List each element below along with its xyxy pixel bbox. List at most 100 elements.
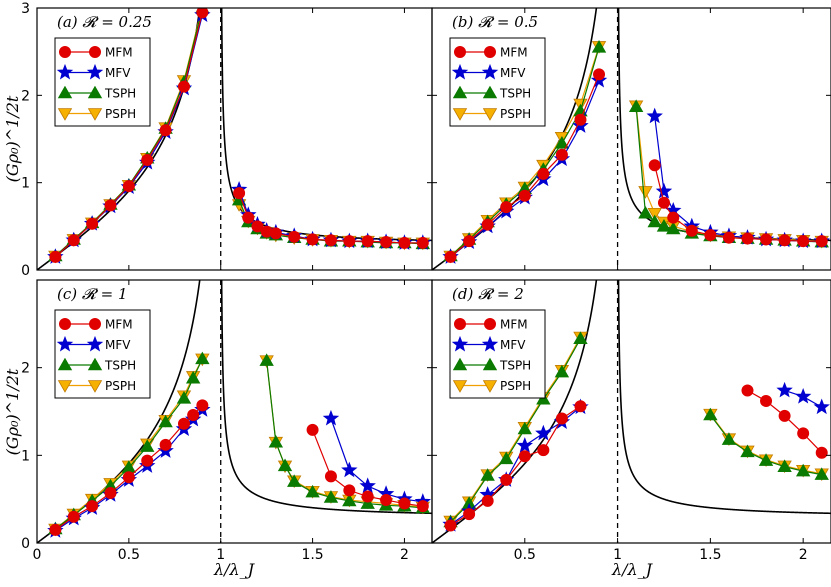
point-mfm	[463, 235, 476, 248]
legend-label: MFM	[105, 46, 133, 60]
legend-marker	[57, 85, 73, 99]
point-mfm	[141, 153, 154, 166]
point-mfv	[535, 424, 552, 441]
point-tsph	[814, 467, 829, 480]
legend-label: PSPH	[105, 107, 136, 121]
point-tsph	[287, 474, 302, 487]
point-tsph	[268, 434, 284, 448]
legend-marker	[87, 85, 103, 99]
analytic-curve-right	[220, 8, 432, 242]
point-mfv	[646, 107, 663, 124]
x-axis-label: λ/λ_J	[213, 560, 256, 579]
y-tick-label: 2	[21, 88, 30, 104]
point-mfm	[187, 409, 200, 422]
y-axis-label: (Gρ₀)^1/2t	[3, 95, 22, 182]
legend-marker	[57, 357, 73, 371]
point-tsph	[185, 370, 201, 384]
point-tsph	[499, 451, 514, 465]
point-mfm	[537, 444, 550, 457]
point-mfm	[593, 68, 606, 81]
x-tick-label: 1	[216, 547, 225, 563]
point-tsph	[554, 136, 570, 149]
legend-marker	[482, 380, 498, 393]
analytic-curve-right	[220, 280, 432, 515]
point-mfm	[233, 187, 246, 200]
legend-label: TSPH	[104, 87, 136, 101]
y-tick-label: 3	[21, 1, 30, 17]
point-mfv	[813, 398, 830, 415]
point-mfm	[306, 233, 319, 246]
point-mfm	[324, 470, 337, 483]
analytic-curve-right	[617, 8, 831, 242]
legend-label: TSPH	[499, 87, 531, 101]
point-psph	[638, 186, 653, 199]
point-mfm	[778, 234, 791, 247]
series-line-mfm	[55, 404, 203, 531]
point-mfm	[463, 508, 476, 521]
point-mfm	[86, 217, 99, 230]
legend-label: MFV	[105, 66, 131, 80]
point-mfm	[574, 113, 587, 126]
point-mfv	[516, 437, 533, 453]
y-tick-label: 0	[21, 263, 30, 279]
y-tick-label: 1	[21, 448, 30, 464]
point-mfv	[322, 409, 340, 426]
legend-marker	[481, 63, 499, 80]
point-tsph	[666, 221, 681, 235]
point-mfm	[49, 250, 62, 263]
point-tsph	[795, 463, 811, 477]
point-mfm	[500, 201, 513, 214]
point-mfm	[196, 399, 209, 412]
point-tsph	[554, 364, 570, 378]
legend-marker	[454, 318, 466, 330]
point-mfm	[741, 232, 754, 245]
point-mfm	[398, 497, 411, 510]
legend-marker	[482, 357, 498, 371]
point-mfm	[797, 427, 810, 440]
point-mfm	[343, 235, 356, 248]
point-tsph	[259, 353, 274, 366]
point-mfm	[518, 189, 531, 202]
point-tsph	[628, 99, 644, 112]
point-tsph	[740, 444, 755, 458]
y-axis-label: (Gρ₀)^1/2t	[3, 368, 22, 455]
point-mfm	[361, 490, 374, 503]
panel-c: 0 0.5 1 1.5 2 0 1 2 (c) 𝓡 = 1 MFM MFV TSPH PSPH	[21, 279, 433, 563]
point-tsph	[176, 391, 192, 404]
legend-marker	[87, 357, 103, 371]
legend-label: PSPH	[500, 107, 531, 121]
legend-marker	[451, 335, 469, 352]
point-tsph	[647, 214, 662, 228]
point-mfm	[574, 400, 587, 413]
panel-b: (b) 𝓡 = 0.5 MFM MFV TSPH PSPH	[431, 7, 831, 271]
point-mfm	[177, 417, 190, 430]
point-mfm	[815, 446, 828, 459]
legend-marker	[87, 380, 103, 393]
legend-marker	[482, 85, 498, 99]
series-line-tsph	[55, 358, 203, 530]
legend-marker	[59, 318, 71, 330]
point-mfm	[67, 510, 80, 523]
point-mfm	[380, 236, 393, 249]
point-mfm	[500, 473, 513, 486]
legend-marker	[452, 357, 468, 371]
point-mfm	[778, 409, 791, 422]
point-mfm	[797, 235, 810, 248]
point-mfm	[518, 450, 531, 463]
point-tsph	[703, 407, 718, 421]
legend-marker	[89, 46, 101, 58]
legend-label: MFM	[500, 46, 528, 60]
series-line-psph	[54, 358, 203, 530]
point-tsph	[638, 205, 653, 219]
analytic-curve-right	[617, 280, 831, 515]
point-mfm	[444, 519, 457, 532]
point-mfm	[343, 484, 356, 497]
point-mfm	[416, 236, 429, 249]
point-mfm	[122, 180, 135, 193]
point-mfv	[359, 477, 376, 493]
point-psph	[647, 207, 662, 221]
plot-area	[432, 8, 831, 270]
point-mfv	[341, 461, 358, 478]
point-tsph	[277, 458, 293, 472]
point-tsph	[721, 432, 737, 445]
